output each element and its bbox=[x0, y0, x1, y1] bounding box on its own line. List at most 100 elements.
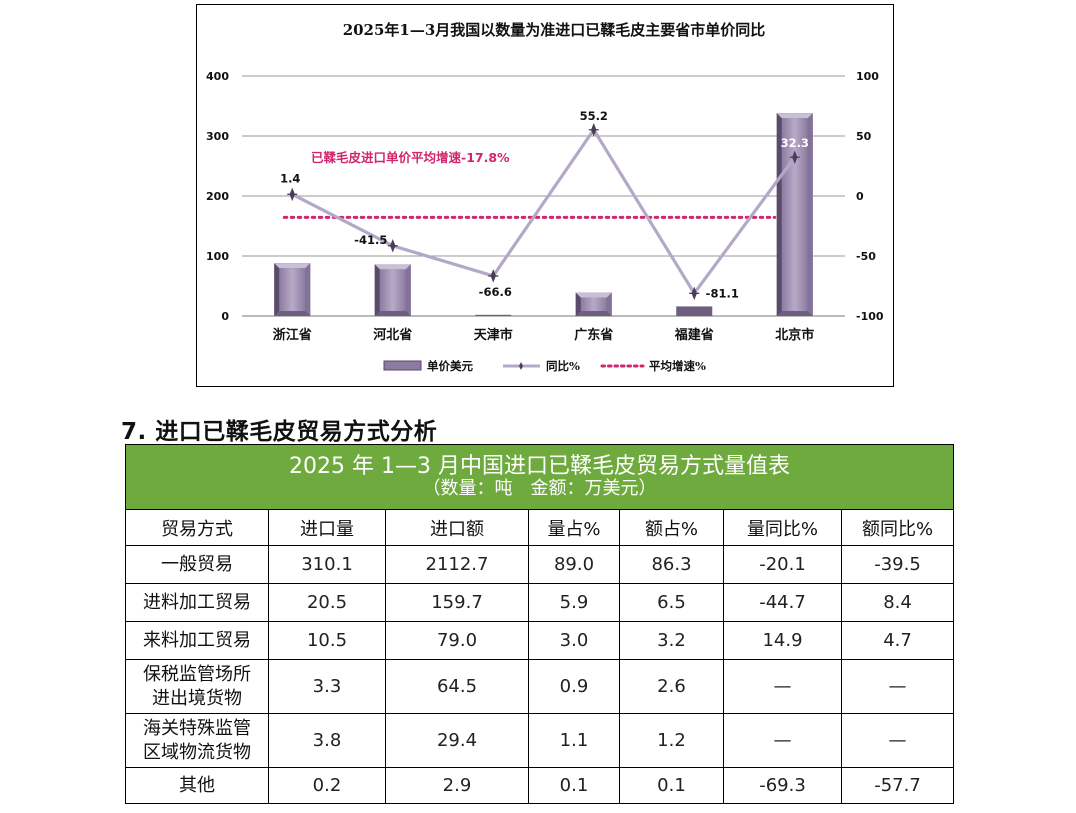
bar-series bbox=[274, 113, 813, 316]
yoy-data-label: 32.3 bbox=[781, 136, 809, 150]
bar-left-bevel bbox=[575, 292, 581, 316]
section-heading: 7. 进口已鞣毛皮贸易方式分析 bbox=[121, 419, 438, 445]
yoy-line-series: 1.4 -41.5 -66.6 55.2 -81.1 32.3 bbox=[280, 109, 809, 301]
bar-left-bevel bbox=[776, 113, 782, 316]
table-cell: -39.5 bbox=[840, 545, 955, 584]
left-axis-ticks: 0 100 200 300 400 bbox=[206, 70, 229, 323]
table-cell: 0.1 bbox=[619, 767, 724, 804]
category-label: 河北省 bbox=[373, 327, 412, 343]
yoy-data-label: 1.4 bbox=[280, 171, 300, 185]
table-cell: 5.9 bbox=[528, 583, 620, 622]
category-label: 浙江省 bbox=[273, 327, 312, 343]
bar-left-bevel bbox=[274, 263, 280, 316]
bar-right-bevel bbox=[305, 263, 311, 316]
right-tick-label: 100 bbox=[856, 70, 879, 83]
yoy-marker bbox=[789, 150, 800, 164]
column-header: 额同比% bbox=[840, 509, 955, 546]
bar-face bbox=[781, 118, 808, 311]
row-label-line: 一般贸易 bbox=[161, 553, 233, 575]
table-cell: -57.7 bbox=[840, 767, 955, 804]
chart-legend: 单价美元 同比% 平均增速% bbox=[383, 359, 706, 373]
table-cell: 29.4 bbox=[385, 713, 529, 768]
table-cell: — bbox=[840, 659, 955, 714]
right-axis-ticks: -100 -50 0 50 100 bbox=[856, 70, 884, 323]
table-cell: 1.2 bbox=[619, 713, 724, 768]
row-label-line: 保税监管场所 bbox=[143, 664, 251, 686]
row-label-line: 其他 bbox=[179, 774, 215, 796]
right-tick-label: 50 bbox=[856, 130, 872, 143]
table-cell: 3.3 bbox=[268, 659, 386, 714]
bar-body bbox=[676, 306, 713, 316]
legend-avg-label: 平均增速% bbox=[649, 359, 706, 373]
right-tick-label: -100 bbox=[856, 310, 884, 323]
table-cell: 64.5 bbox=[385, 659, 529, 714]
column-header: 进口额 bbox=[385, 509, 529, 546]
row-label: 保税监管场所 进出境货物 bbox=[125, 659, 269, 714]
yoy-data-label: 55.2 bbox=[580, 109, 608, 123]
right-tick-label: 0 bbox=[856, 190, 864, 203]
table-cell: 6.5 bbox=[619, 583, 724, 622]
bar-广东省 bbox=[575, 292, 612, 316]
bar-福建省 bbox=[676, 306, 713, 316]
table-cell: -44.7 bbox=[723, 583, 842, 622]
left-tick-label: 300 bbox=[206, 130, 229, 143]
table-cell: 2.6 bbox=[619, 659, 724, 714]
row-label: 来料加工贸易 bbox=[125, 621, 269, 660]
table-cell: 8.4 bbox=[840, 583, 955, 622]
row-label: 其他 bbox=[125, 767, 269, 804]
yoy-marker bbox=[387, 239, 398, 253]
bar-body bbox=[475, 314, 512, 316]
table-row: 其他 0.2 2.9 0.1 0.1 -69.3 -57.7 bbox=[125, 767, 955, 804]
left-tick-label: 200 bbox=[206, 190, 229, 203]
table-subtitle: （数量：吨 金额：万美元） bbox=[422, 478, 657, 500]
left-tick-label: 400 bbox=[206, 70, 229, 83]
table-cell: 0.2 bbox=[268, 767, 386, 804]
legend-bar-swatch bbox=[383, 360, 422, 371]
table-title: 2025 年 1—3 月中国进口已鞣毛皮贸易方式量值表 bbox=[289, 454, 790, 479]
table-cell: 2112.7 bbox=[385, 545, 529, 584]
column-header: 量占% bbox=[528, 509, 620, 546]
yoy-marker bbox=[488, 269, 499, 283]
bar-北京市 bbox=[776, 113, 813, 316]
bar-河北省 bbox=[374, 264, 411, 316]
table-cell: 4.7 bbox=[840, 621, 955, 660]
table-title-cell: 2025 年 1—3 月中国进口已鞣毛皮贸易方式量值表 （数量：吨 金额：万美元… bbox=[124, 444, 955, 510]
table-row: 进料加工贸易 20.5 159.7 5.9 6.5 -44.7 8.4 bbox=[125, 583, 955, 622]
bar-face bbox=[379, 269, 406, 311]
price-yoy-chart: 2025年1—3月我国以数量为准进口已鞣毛皮主要省市单价同比 0 100 200 30… bbox=[206, 21, 884, 373]
row-label-line: 进料加工贸易 bbox=[143, 591, 251, 613]
bar-top-bevel bbox=[776, 113, 813, 119]
table-cell: 3.2 bbox=[619, 621, 724, 660]
table-cell: 10.5 bbox=[268, 621, 386, 660]
bar-top-bevel bbox=[575, 292, 612, 298]
yoy-marker bbox=[588, 123, 599, 137]
yoy-marker bbox=[287, 187, 298, 202]
bar-face bbox=[580, 297, 607, 311]
column-header: 量同比% bbox=[723, 509, 842, 546]
category-label: 天津市 bbox=[474, 327, 513, 343]
bar-天津市 bbox=[475, 314, 512, 316]
bar-left-bevel bbox=[374, 264, 380, 316]
table-row: 保税监管场所 进出境货物 3.3 64.5 0.9 2.6— — bbox=[125, 659, 955, 714]
yoy-marker bbox=[689, 286, 700, 301]
yoy-data-label: -66.6 bbox=[479, 285, 512, 299]
bar-right-bevel bbox=[405, 264, 411, 316]
category-label: 北京市 bbox=[775, 327, 814, 343]
table-header-row: 贸易方式 进口量 进口额 量占% 额占% 量同比% 额同比% bbox=[125, 509, 955, 546]
bar-top-bevel bbox=[374, 264, 411, 270]
category-label: 广东省 bbox=[574, 327, 613, 343]
left-tick-label: 100 bbox=[206, 250, 229, 263]
gridlines bbox=[242, 75, 845, 317]
table-row: 一般贸易 310.1 2112.7 89.0 86.3 -20.1 -39.5 bbox=[125, 545, 955, 584]
table-cell: 89.0 bbox=[528, 545, 620, 584]
table-cell: — bbox=[840, 713, 955, 768]
bar-right-bevel bbox=[807, 113, 813, 316]
legend-line-label: 同比% bbox=[546, 359, 580, 373]
table-cell: 14.9 bbox=[723, 621, 842, 660]
trade-mode-table: 2025 年 1—3 月中国进口已鞣毛皮贸易方式量值表 （数量：吨 金额：万美元… bbox=[124, 444, 955, 804]
table-row: 来料加工贸易 10.5 79.0 3.0 3.2 14.9 4.7 bbox=[125, 621, 955, 660]
column-header: 额占% bbox=[619, 509, 724, 546]
table-cell: 0.1 bbox=[528, 767, 620, 804]
table-cell: — bbox=[723, 659, 842, 714]
table-cell: 310.1 bbox=[268, 545, 386, 584]
